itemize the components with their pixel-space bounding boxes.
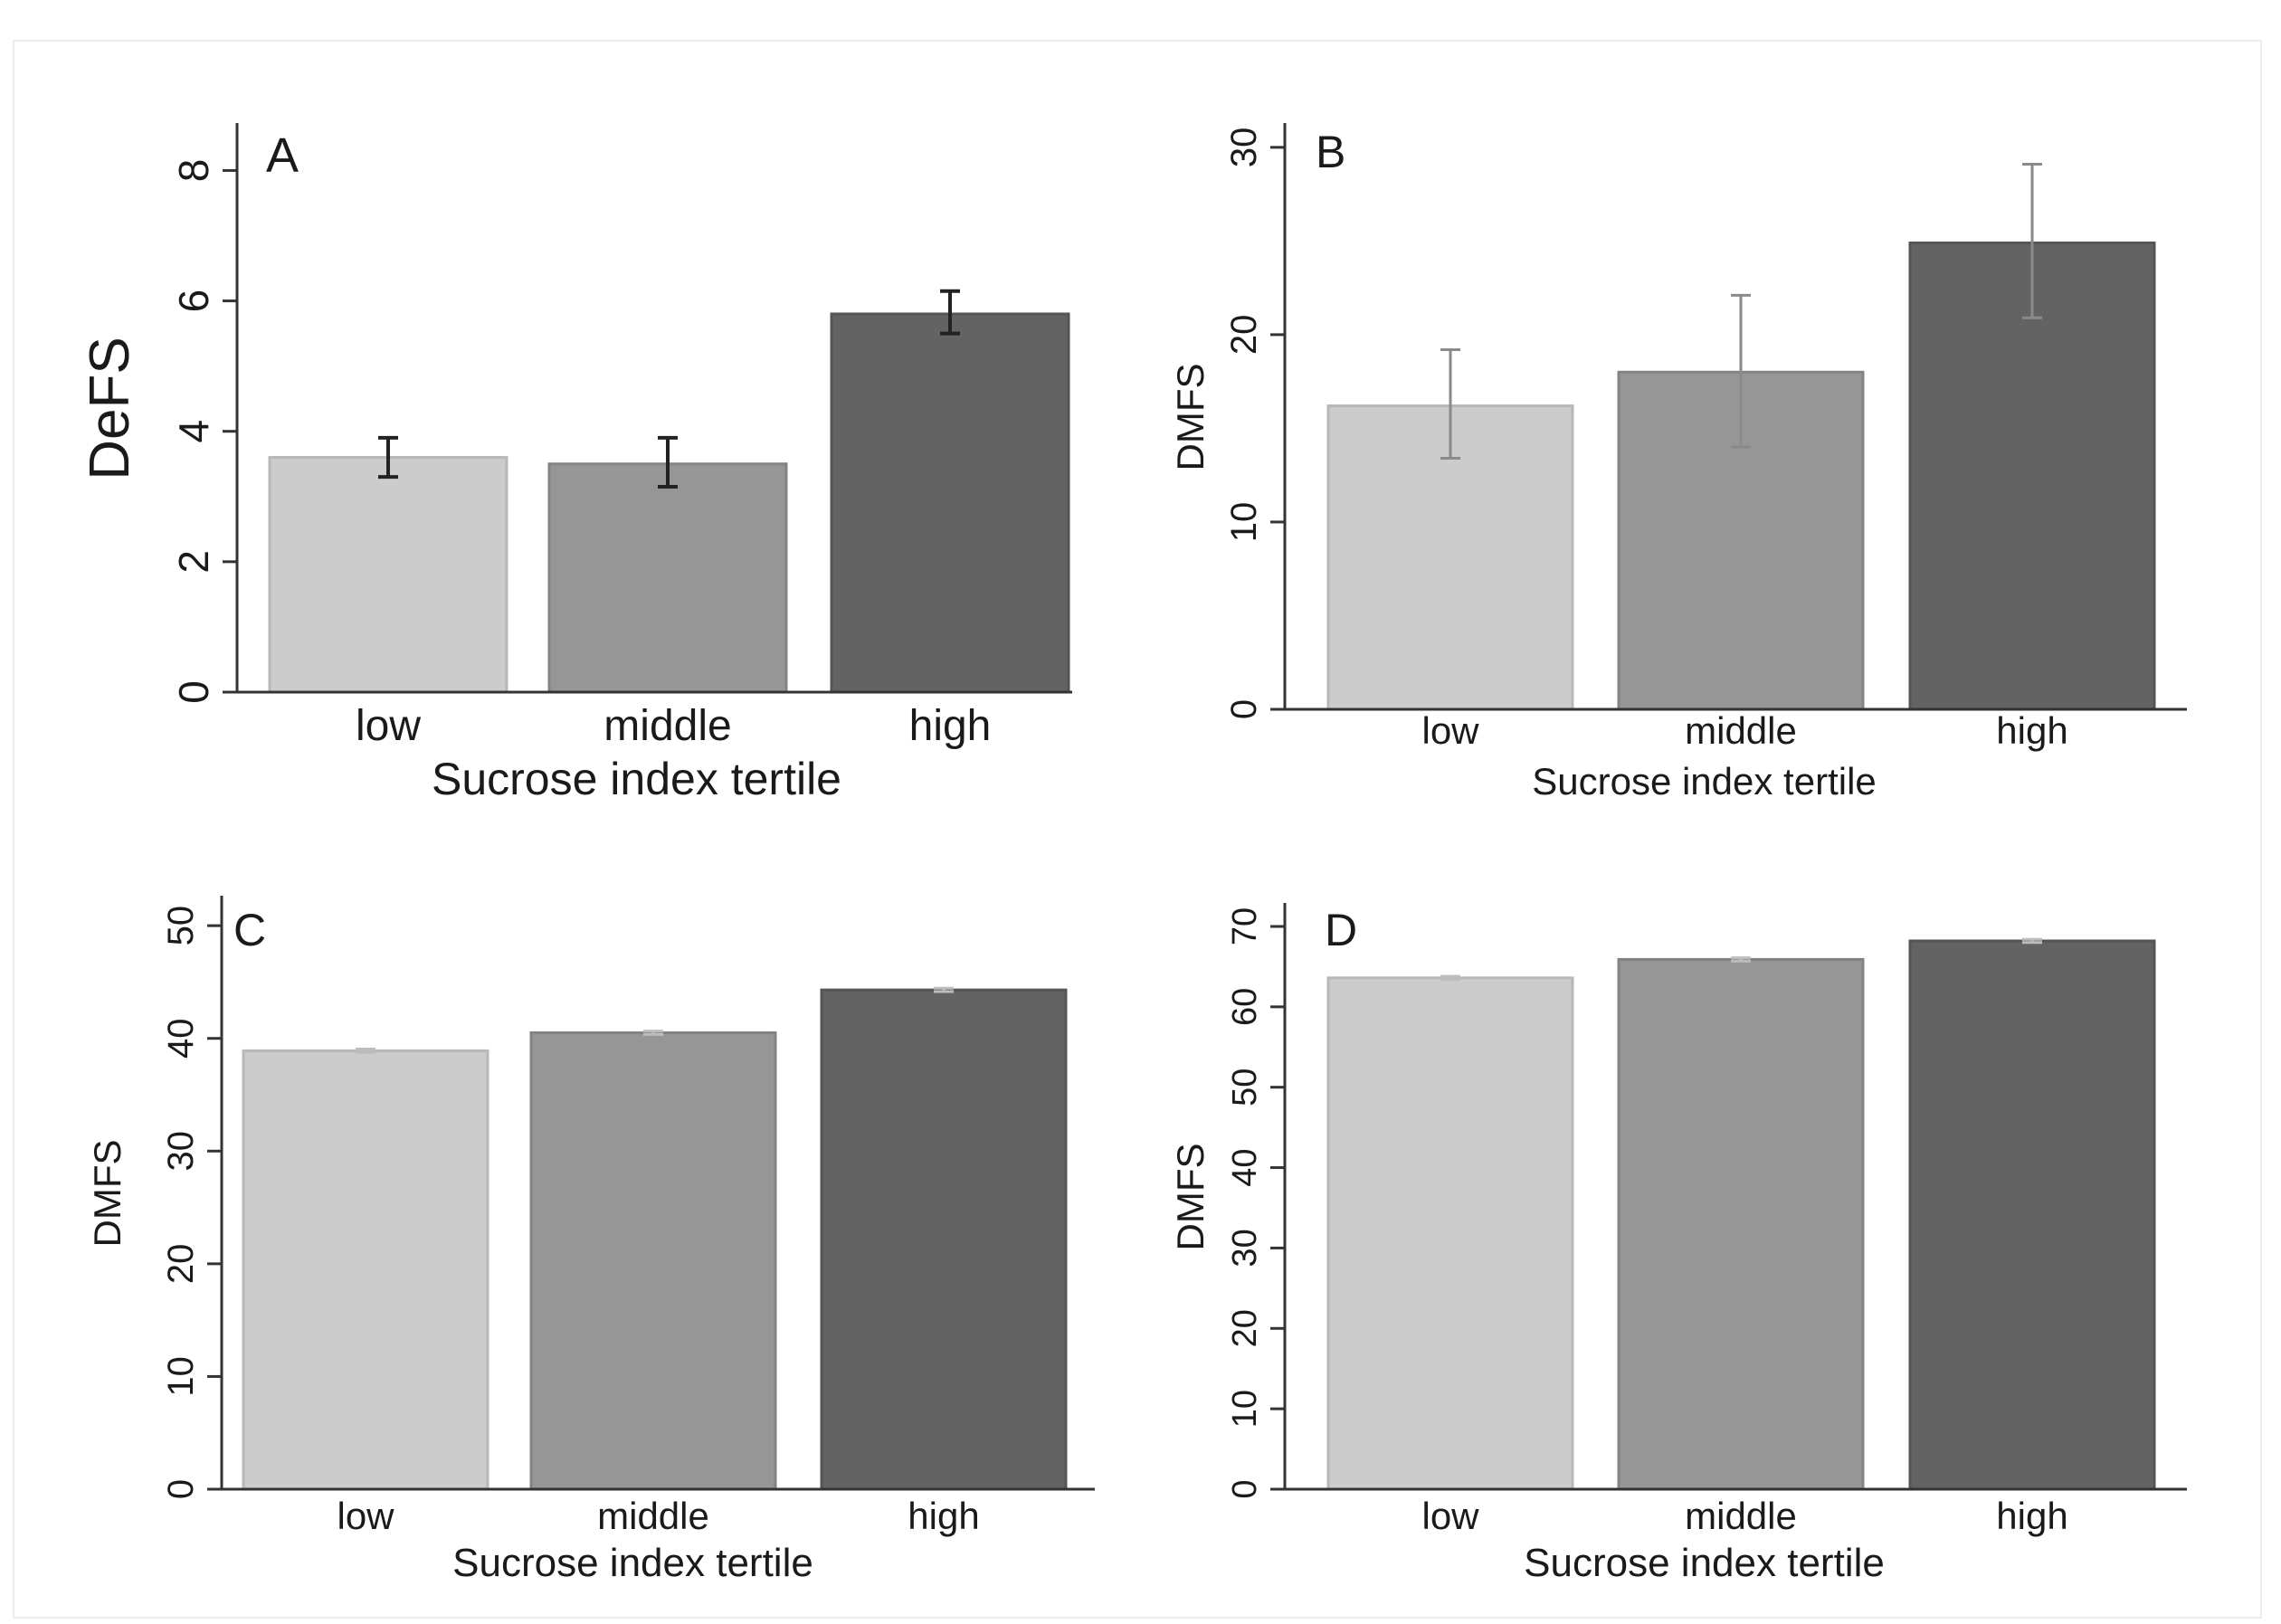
y-tick-label: 4 <box>170 420 217 443</box>
x-category-label: low <box>1421 1495 1479 1537</box>
x-axis-title: Sucrose index tertile <box>1524 1541 1885 1585</box>
y-tick-label: 20 <box>1224 315 1264 356</box>
y-tick-label: 70 <box>1226 907 1264 945</box>
y-tick-label: 10 <box>1224 502 1264 543</box>
y-tick-label: 30 <box>1226 1229 1264 1267</box>
panel-label: A <box>266 128 299 183</box>
bar-low <box>242 1049 489 1491</box>
x-category-label: middle <box>1685 1495 1797 1537</box>
x-category-label: low <box>1421 709 1479 752</box>
panel-label: B <box>1316 127 1345 177</box>
y-tick-label: 50 <box>1226 1068 1264 1106</box>
x-category-label: high <box>909 702 992 750</box>
y-tick-label: 60 <box>1226 988 1264 1026</box>
y-tick-label: 8 <box>170 159 217 183</box>
bar-high <box>820 988 1068 1491</box>
y-tick-label: 10 <box>161 1356 201 1397</box>
y-tick-label: 2 <box>170 550 217 574</box>
panel-d: 0 10 20 30 40 50 60 70 low middle high Sucrose inde… <box>1169 903 2187 1585</box>
y-tick-label: 40 <box>1226 1148 1264 1186</box>
x-category-label: high <box>1996 1495 2067 1537</box>
x-category-label: middle <box>597 1495 709 1537</box>
bar-middle <box>547 462 788 694</box>
y-tick-label: 20 <box>1226 1309 1264 1347</box>
y-axis-title: DMFS <box>1169 1144 1212 1251</box>
x-axis-title: Sucrose index tertile <box>432 754 841 804</box>
bar-middle <box>1617 957 1865 1491</box>
x-category-label: high <box>1996 709 2067 752</box>
y-tick-label: 30 <box>161 1131 201 1172</box>
y-tick-label: 0 <box>1224 699 1264 719</box>
y-axis-title: DMFS <box>1169 364 1212 471</box>
panel-label: C <box>233 905 266 955</box>
x-axis-title: Sucrose index tertile <box>452 1541 813 1585</box>
x-category-label: high <box>908 1495 979 1537</box>
y-axis-title: DMFS <box>86 1140 128 1248</box>
x-category-label: low <box>337 1495 394 1537</box>
x-category-label: low <box>356 702 421 750</box>
y-tick-label: 30 <box>1224 128 1264 168</box>
figure-frame <box>13 40 2262 1619</box>
y-tick-label: 0 <box>170 680 217 704</box>
y-tick-label: 0 <box>1226 1479 1264 1498</box>
bar-low <box>1326 976 1574 1491</box>
y-tick-label: 50 <box>161 906 201 945</box>
panel-c: 0 10 20 30 40 50 low middle high Sucrose index te… <box>86 896 1095 1585</box>
bar-high <box>830 312 1070 694</box>
panel-a: 0 2 4 6 8 low middle high Sucrose index tertile D… <box>79 123 1072 804</box>
x-category-label: middle <box>1685 709 1797 752</box>
panel-b: 0 10 20 30 low middle high Sucrose index tertil… <box>1169 123 2187 803</box>
y-tick-label: 10 <box>1226 1390 1264 1428</box>
y-tick-label: 40 <box>161 1018 201 1059</box>
panel-label: D <box>1325 905 1357 955</box>
bar-low <box>268 456 508 694</box>
bar-middle <box>529 1030 777 1491</box>
bar-high <box>1908 939 2156 1491</box>
y-tick-label: 0 <box>161 1479 201 1499</box>
y-axis-title: DeFS <box>79 337 141 480</box>
x-axis-title: Sucrose index tertile <box>1532 760 1877 803</box>
x-category-label: middle <box>604 702 731 750</box>
y-tick-label: 6 <box>170 290 217 313</box>
y-tick-label: 20 <box>161 1244 201 1285</box>
